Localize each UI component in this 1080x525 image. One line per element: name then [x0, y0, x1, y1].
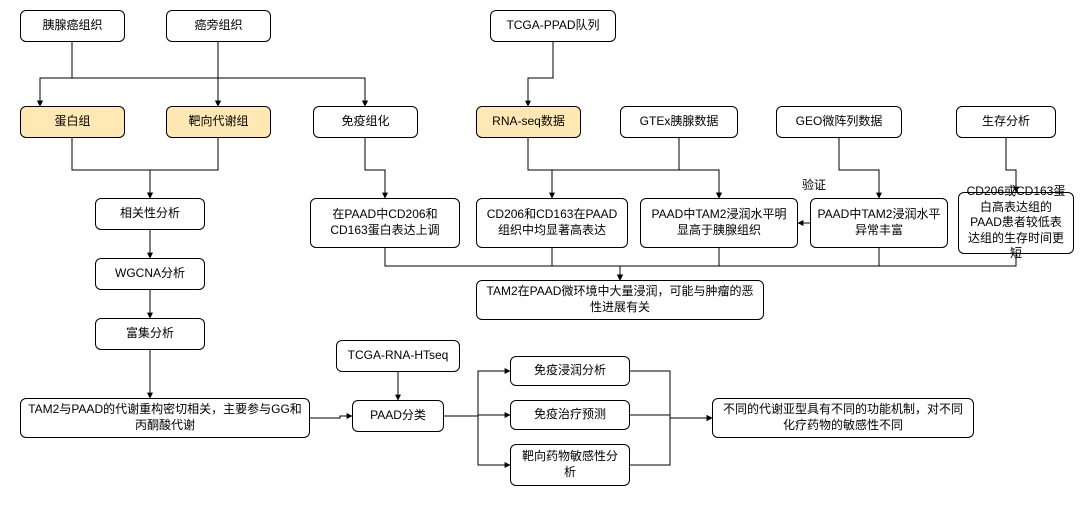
edge-metabolite_group-to-corr: [150, 138, 218, 198]
node-wgcna: WGCNA分析: [95, 258, 205, 290]
node-immune-therapy: 免疫治疗预测: [510, 400, 630, 430]
edge-paad_class-to-immune_therapy: [444, 415, 510, 416]
node-surv-res: CD206或CD163蛋白高表达组的PAAD患者较低表达组的生存时间更短: [958, 192, 1074, 254]
node-gtex-res: PAAD中TAM2浸润水平明显高于胰腺组织: [640, 198, 798, 248]
edge-adjacent_tissue-to-ihc: [218, 42, 365, 106]
node-survival: 生存分析: [956, 106, 1056, 138]
node-rnaseq-res: CD206和CD163在PAAD组织中均显著高表达: [476, 198, 628, 248]
node-enrich: 富集分析: [95, 318, 205, 350]
node-adjacent-tissue: 癌旁组织: [166, 10, 271, 42]
edge-immune_therapy-to-final: [630, 415, 712, 418]
node-geo: GEO微阵列数据: [776, 106, 902, 138]
node-tcga-htseq: TCGA-RNA-HTseq: [336, 340, 460, 372]
edge-pancreas_cancer_tissue-to-protein_group: [40, 42, 72, 106]
node-paad-class: PAAD分类: [352, 400, 444, 432]
edge-gtex-to-gtex_res: [679, 138, 719, 198]
edge-protein_group-to-corr: [72, 138, 150, 198]
node-ihc-res: 在PAAD中CD206和CD163蛋白表达上调: [310, 198, 460, 248]
node-pancreas-cancer-tissue: 胰腺癌组织: [20, 10, 125, 42]
edge-rnaseq-to-gtex_res: [528, 138, 719, 198]
edge-ihc-to-ihc_res: [365, 138, 385, 198]
edge-geo-to-geo_res: [839, 138, 879, 198]
node-tam2-metab: TAM2与PAAD的代谢重构密切相关，主要参与GG和丙酮酸代谢: [20, 398, 310, 438]
node-immune-infil: 免疫浸润分析: [510, 356, 630, 386]
edge-gtex_res-to-tam2_infil: [620, 248, 719, 280]
node-rnaseq: RNA-seq数据: [476, 106, 581, 138]
edge-ihc_res-to-tam2_infil: [385, 248, 620, 280]
edge-pancreas_cancer_tissue-to-ihc: [72, 42, 365, 106]
edge-immune_infil-to-final: [630, 371, 712, 418]
edge-geo_res-to-tam2_infil: [620, 248, 879, 280]
node-tam2-infil: TAM2在PAAD微环境中大量浸润，可能与肿瘤的恶性进展有关: [476, 280, 764, 320]
node-gtex: GTEx胰腺数据: [620, 106, 738, 138]
edge-pancreas_cancer_tissue-to-metabolite_group: [72, 42, 218, 106]
node-ihc: 免疫组化: [313, 106, 418, 138]
edge-paad_class-to-drug_sens: [444, 416, 510, 465]
node-final: 不同的代谢亚型具有不同的功能机制，对不同化疗药物的敏感性不同: [712, 398, 974, 438]
node-metabolite-group: 靶向代谢组: [166, 106, 271, 138]
edge-rnaseq-to-rnaseq_res: [528, 138, 552, 198]
edge-drug_sens-to-final: [630, 418, 712, 465]
node-corr: 相关性分析: [95, 198, 205, 230]
edge-adjacent_tissue-to-protein_group: [40, 42, 218, 106]
edge-rnaseq_res-to-tam2_infil: [552, 248, 620, 280]
edge-surv_res-to-tam2_infil: [620, 254, 1016, 280]
edge-tam2_metab-to-paad_class: [310, 416, 352, 418]
edge-label-validate: 验证: [800, 176, 828, 193]
node-tcga-ppad: TCGA-PPAD队列: [490, 10, 616, 42]
node-drug-sens: 靶向药物敏感性分析: [510, 444, 630, 486]
node-protein-group: 蛋白组: [20, 106, 125, 138]
node-geo-res: PAAD中TAM2浸润水平异常丰富: [810, 198, 948, 248]
edge-tcga_ppad-to-rnaseq: [528, 42, 553, 106]
edge-paad_class-to-immune_infil: [444, 371, 510, 416]
